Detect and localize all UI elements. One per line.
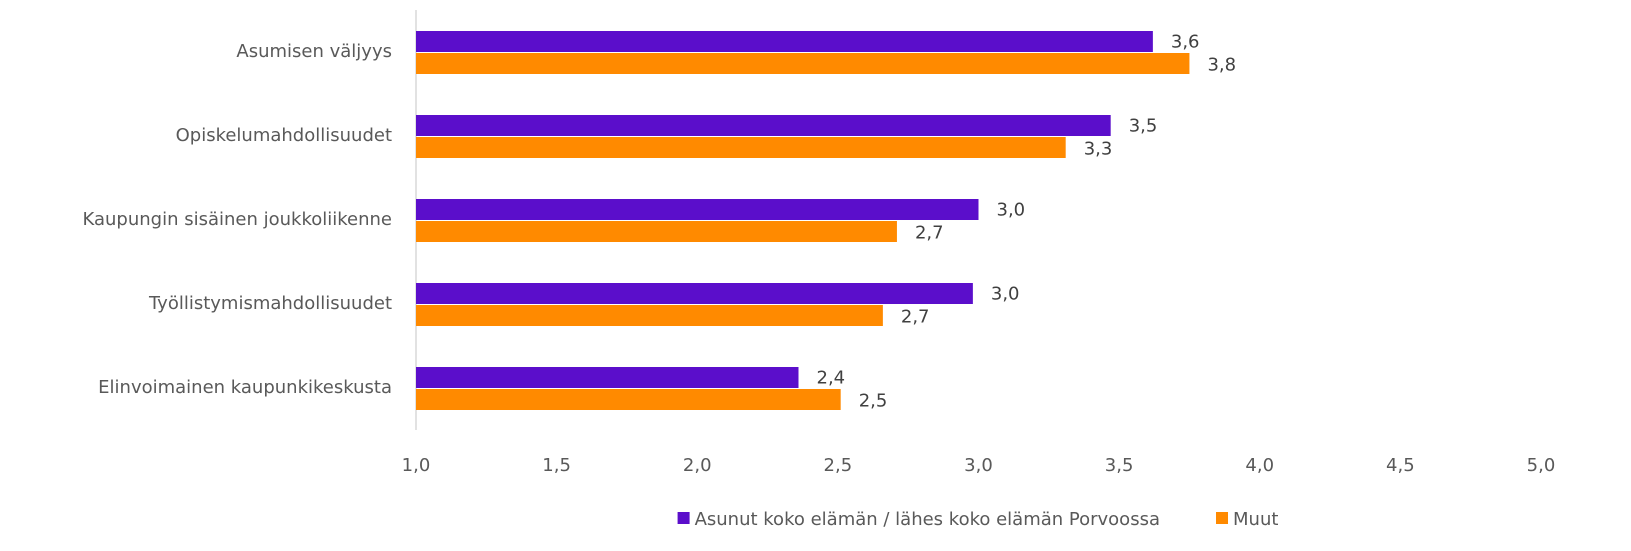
category-label: Työllistymismahdollisuudet bbox=[148, 293, 392, 314]
bar bbox=[416, 53, 1190, 74]
x-tick-label: 1,0 bbox=[402, 455, 431, 476]
bar bbox=[416, 199, 979, 220]
bar bbox=[416, 283, 973, 304]
value-label: 2,7 bbox=[901, 307, 930, 328]
x-tick-label: 2,5 bbox=[824, 455, 853, 476]
bar bbox=[416, 137, 1066, 158]
x-tick-label: 4,0 bbox=[1245, 455, 1274, 476]
legend-label: Asunut koko elämän / lähes koko elämän P… bbox=[695, 509, 1160, 530]
x-tick-label: 5,0 bbox=[1527, 455, 1556, 476]
x-tick-label: 2,0 bbox=[683, 455, 712, 476]
legend-swatch bbox=[1216, 512, 1229, 524]
value-label: 3,0 bbox=[991, 284, 1020, 305]
value-label: 3,5 bbox=[1129, 116, 1158, 137]
x-tick-label: 3,0 bbox=[964, 455, 993, 476]
category-label: Kaupungin sisäinen joukkoliikenne bbox=[82, 209, 392, 230]
value-label: 3,6 bbox=[1171, 32, 1200, 53]
bar bbox=[416, 389, 841, 410]
value-label: 2,7 bbox=[915, 223, 944, 244]
x-tick-label: 1,5 bbox=[542, 455, 571, 476]
bar bbox=[416, 367, 799, 388]
value-label: 3,0 bbox=[997, 200, 1026, 221]
legend-swatch bbox=[677, 512, 690, 524]
x-tick-label: 4,5 bbox=[1386, 455, 1415, 476]
category-label: Elinvoimainen kaupunkikeskusta bbox=[98, 377, 392, 398]
category-label: Asumisen väljyys bbox=[236, 41, 392, 62]
legend-label: Muut bbox=[1233, 509, 1278, 530]
value-label: 3,3 bbox=[1084, 139, 1113, 160]
value-label: 2,5 bbox=[859, 391, 888, 412]
bar bbox=[416, 221, 897, 242]
value-label: 3,8 bbox=[1207, 55, 1236, 76]
x-tick-label: 3,5 bbox=[1105, 455, 1134, 476]
value-label: 2,4 bbox=[817, 368, 846, 389]
bar bbox=[416, 115, 1111, 136]
bar bbox=[416, 305, 883, 326]
category-label: Opiskelumahdollisuudet bbox=[176, 125, 392, 146]
bar bbox=[416, 31, 1153, 52]
